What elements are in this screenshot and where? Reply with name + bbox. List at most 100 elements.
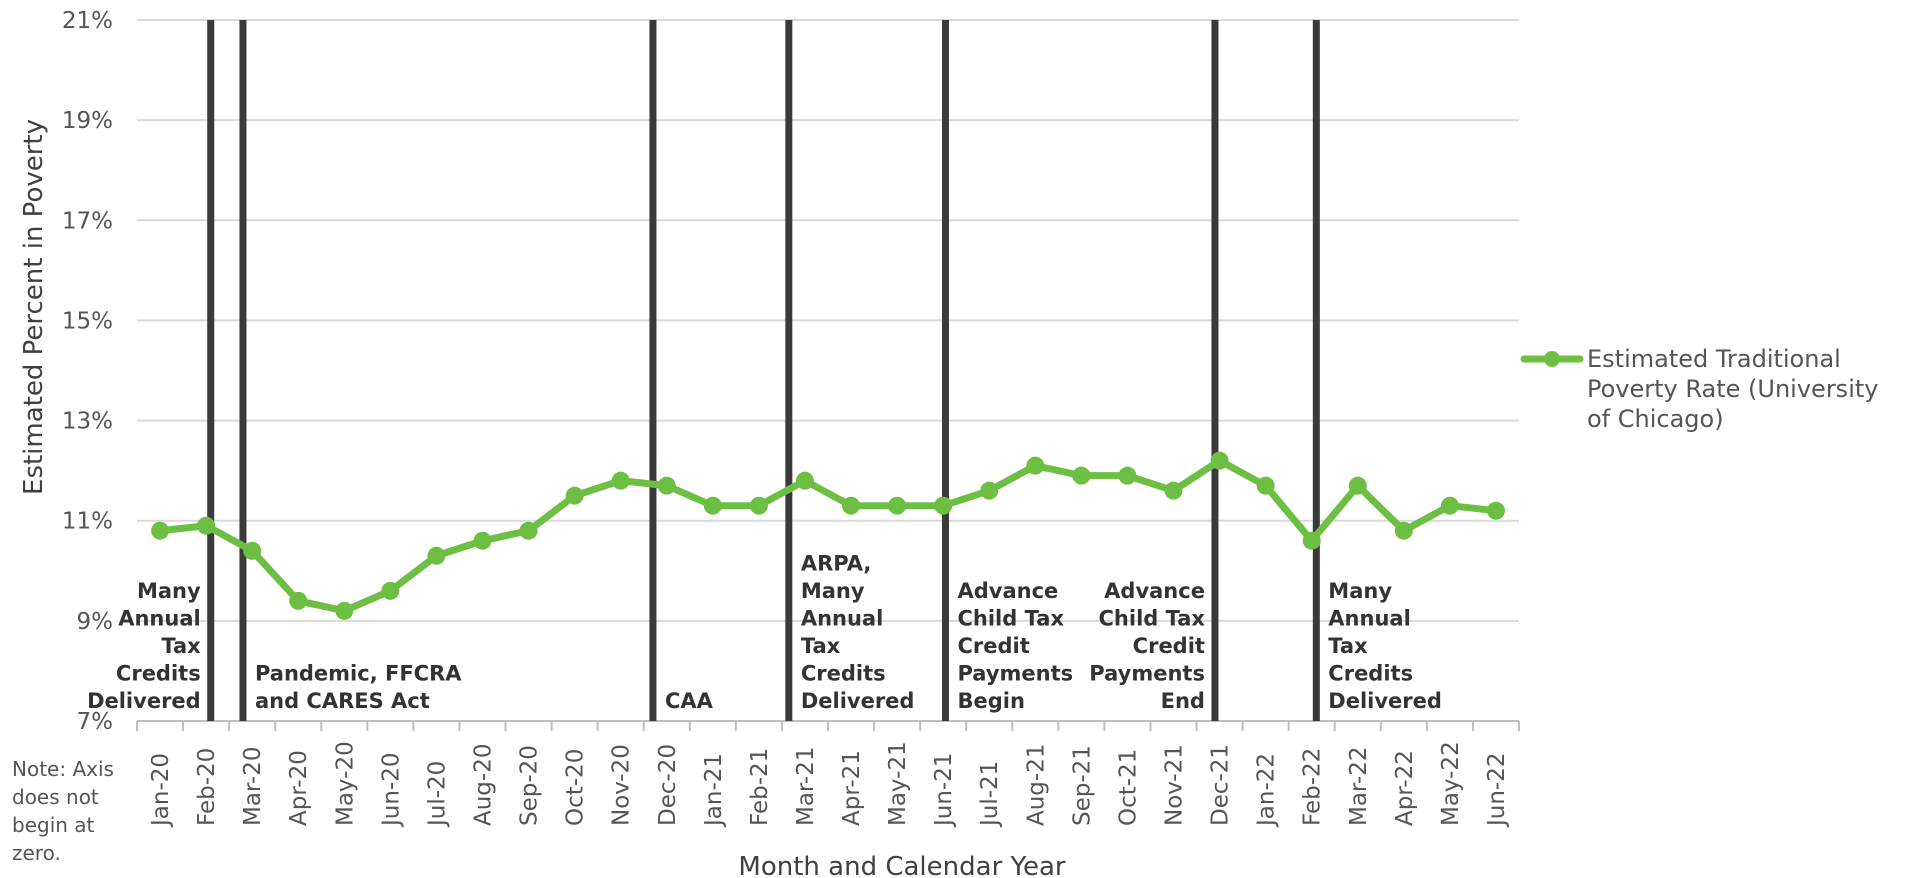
legend-label: Estimated Traditional Poverty Rate (Unive… xyxy=(1587,345,1878,433)
event-annotation: Advance xyxy=(957,579,1058,603)
data-point xyxy=(243,542,261,560)
y-tick-label: 19% xyxy=(62,108,113,134)
data-point xyxy=(704,497,722,515)
y-tick-label: 9% xyxy=(77,609,114,635)
event-annotation: Many xyxy=(1328,579,1392,603)
y-tick-label: 17% xyxy=(62,208,113,234)
x-tick-label: Mar-20 xyxy=(240,747,266,827)
event-annotation: Payments xyxy=(1089,662,1205,686)
x-tick-label: Mar-21 xyxy=(793,747,819,827)
x-tick-label: Mar-22 xyxy=(1346,747,1372,827)
legend-marker-swatch xyxy=(1544,351,1560,367)
x-tick-label: Jan-22 xyxy=(1254,753,1280,828)
event-annotation: Annual xyxy=(1328,607,1410,631)
data-point xyxy=(934,497,952,515)
gridlines xyxy=(137,20,1519,621)
data-point xyxy=(980,482,998,500)
event-annotation: Credits xyxy=(1328,662,1413,686)
legend: Estimated Traditional Poverty Rate (Unive… xyxy=(1524,345,1878,433)
x-tick-label: Sep-20 xyxy=(517,745,543,826)
event-annotation: Advance xyxy=(1104,579,1205,603)
event-annotation: ARPA, xyxy=(801,552,872,576)
data-point xyxy=(1303,532,1321,550)
event-annotation: and CARES Act xyxy=(255,689,430,713)
data-point xyxy=(520,522,538,540)
event-annotation: Pandemic, FFCRA xyxy=(255,662,462,686)
y-tick-label: 21% xyxy=(62,8,113,34)
data-point xyxy=(197,517,215,535)
event-annotation: Delivered xyxy=(87,689,201,713)
note-line: zero. xyxy=(12,841,61,865)
data-point xyxy=(1487,502,1505,520)
event-annotation: Many xyxy=(137,579,201,603)
x-tick-label: Feb-21 xyxy=(747,748,773,826)
x-tick-label: Nov-21 xyxy=(1162,744,1188,826)
event-annotation: Annual xyxy=(118,607,200,631)
y-tick-label: 13% xyxy=(62,409,113,435)
data-point xyxy=(1118,467,1136,485)
y-tick-label: 11% xyxy=(62,509,113,535)
event-annotation: Credits xyxy=(801,662,886,686)
data-point xyxy=(658,477,676,495)
event-annotation: Many xyxy=(801,579,865,603)
event-annotation: Child Tax xyxy=(1099,607,1206,631)
note-line: does not xyxy=(12,785,99,809)
x-tick-label: May-22 xyxy=(1438,741,1464,826)
y-axis-tick-labels: 7% 9% 11% 13% 15% 17% 19% 21% xyxy=(62,8,113,735)
event-annotation: Tax xyxy=(161,634,201,658)
event-annotation: CAA xyxy=(665,689,714,713)
data-point xyxy=(381,582,399,600)
legend-label-line: Poverty Rate (University xyxy=(1587,375,1878,403)
data-point xyxy=(566,487,584,505)
y-axis-title: Estimated Percent in Poverty xyxy=(19,119,49,495)
legend-label-line: Estimated Traditional xyxy=(1587,345,1841,373)
data-point xyxy=(612,472,630,490)
data-point xyxy=(1441,497,1459,515)
x-tick-label: Aug-21 xyxy=(1023,744,1049,826)
axis-note: Note: Axis does not begin at zero. xyxy=(12,757,114,865)
data-point xyxy=(1257,477,1275,495)
x-axis: Jan-20 Feb-20 Mar-20 Apr-20 May-20 Jun-20 Jul-… xyxy=(137,721,1519,828)
data-point xyxy=(1026,457,1044,475)
data-point xyxy=(289,592,307,610)
x-axis-title: Month and Calendar Year xyxy=(738,852,1065,878)
x-tick-label: Jun-20 xyxy=(378,752,404,828)
event-annotation: Payments xyxy=(957,662,1073,686)
data-point xyxy=(750,497,768,515)
data-point xyxy=(335,602,353,620)
x-tick-label: Sep-21 xyxy=(1069,745,1095,826)
x-tick-label: Nov-20 xyxy=(609,744,635,826)
x-tick-label: Apr-22 xyxy=(1392,750,1418,826)
x-tick-label: Oct-20 xyxy=(563,749,589,826)
data-point xyxy=(842,497,860,515)
data-point xyxy=(1165,482,1183,500)
event-annotation: Child Tax xyxy=(957,607,1064,631)
data-point xyxy=(151,522,169,540)
data-point xyxy=(427,547,445,565)
x-tick-label: May-20 xyxy=(332,741,358,826)
x-tick-label: May-21 xyxy=(885,741,911,826)
x-tick-label: Apr-20 xyxy=(286,750,312,826)
event-annotation: Delivered xyxy=(801,689,915,713)
x-tick-label: Dec-21 xyxy=(1208,744,1234,826)
data-point xyxy=(1349,477,1367,495)
event-annotation: Delivered xyxy=(1328,689,1442,713)
x-tick-label: Oct-21 xyxy=(1115,749,1141,826)
legend-label-line: of Chicago) xyxy=(1587,405,1724,433)
x-tick-label: Feb-20 xyxy=(194,748,220,826)
event-annotation: Credits xyxy=(116,662,201,686)
x-tick-label: Apr-21 xyxy=(839,750,865,826)
data-point xyxy=(1395,522,1413,540)
event-annotation: Credit xyxy=(957,634,1029,658)
note-line: begin at xyxy=(12,813,95,837)
event-annotation: Begin xyxy=(957,689,1024,713)
x-tick-label: Jan-21 xyxy=(701,753,727,828)
data-point xyxy=(474,532,492,550)
note-line: Note: Axis xyxy=(12,757,114,781)
event-annotation: Credit xyxy=(1133,634,1205,658)
y-tick-label: 15% xyxy=(62,308,113,334)
x-tick-label: Dec-20 xyxy=(655,744,681,826)
event-annotation: Tax xyxy=(1328,634,1368,658)
data-point xyxy=(796,472,814,490)
